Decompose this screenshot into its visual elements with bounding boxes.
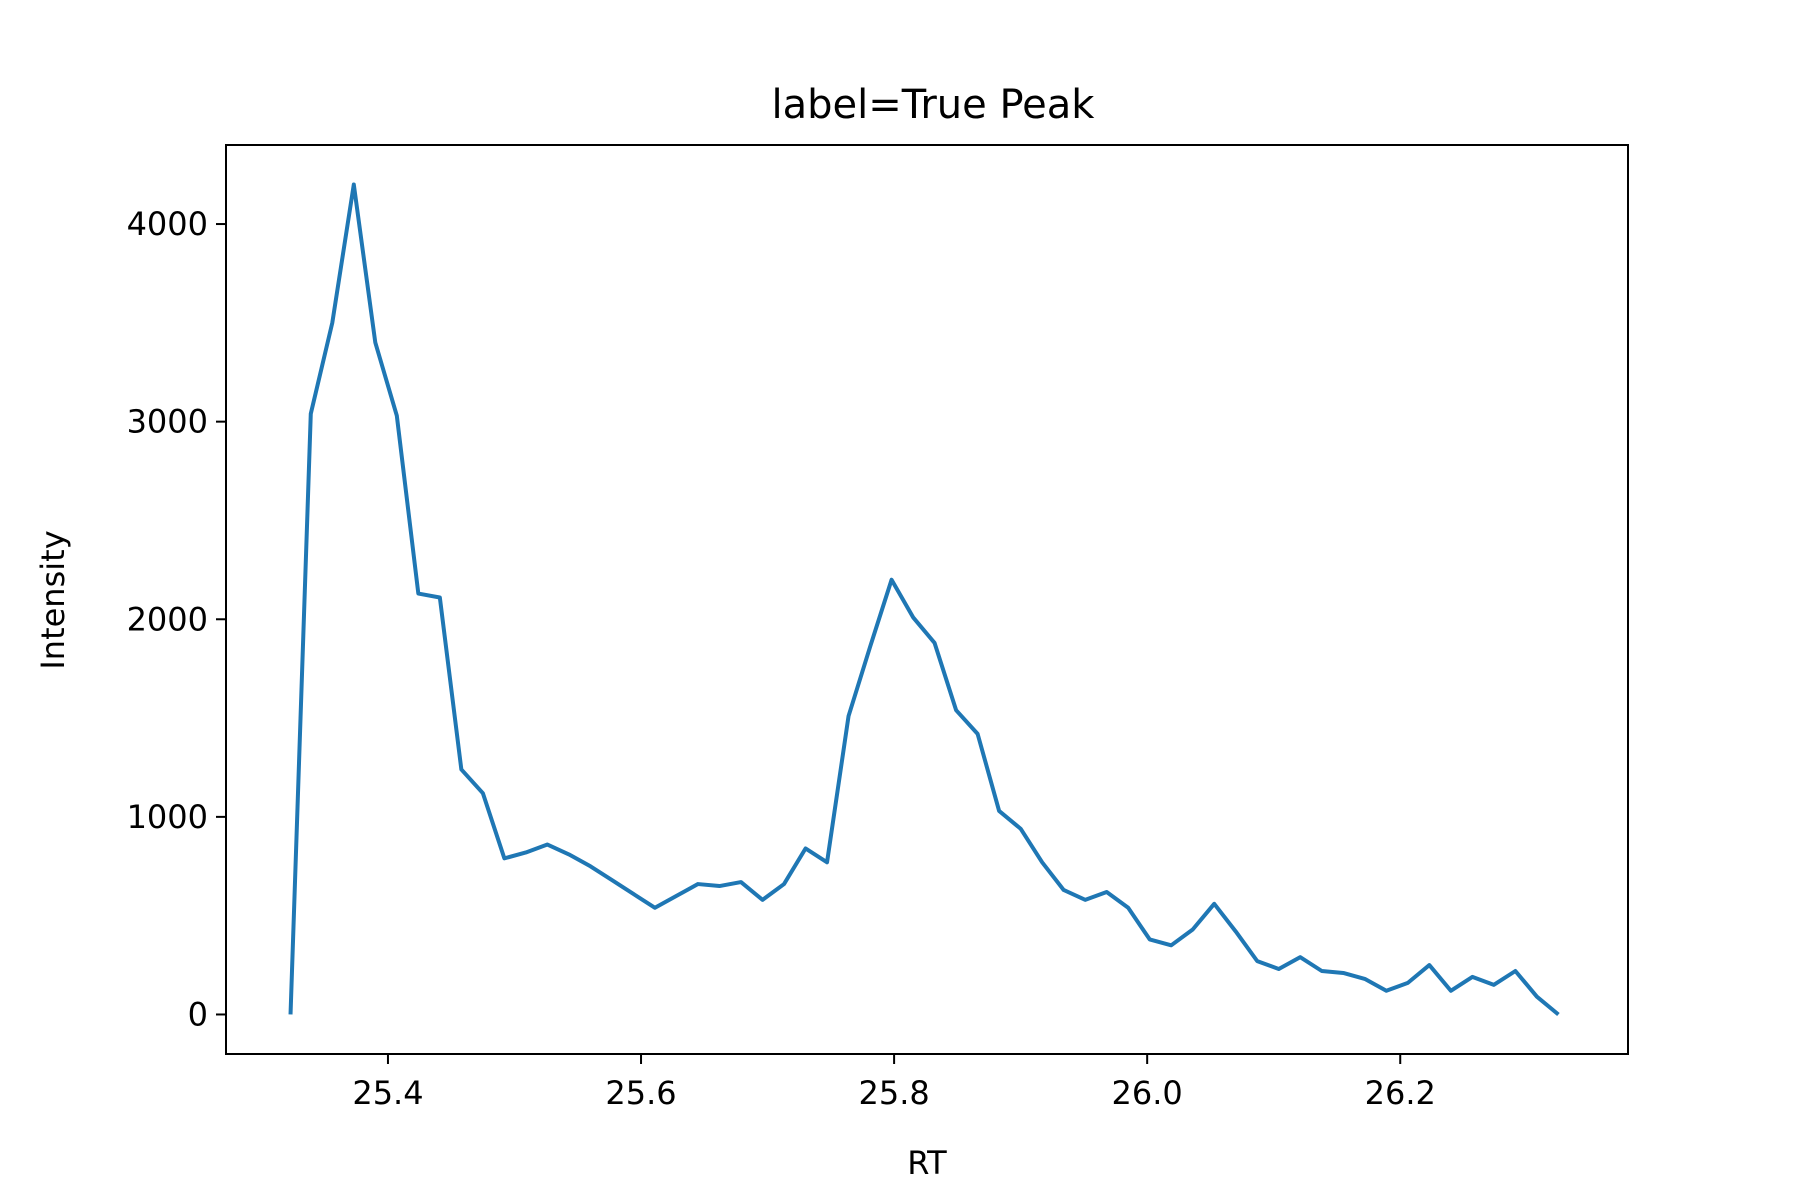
y-tick-label: 4000 [127,205,208,243]
y-tick-label: 2000 [127,600,208,638]
x-axis-label: RT [907,1144,947,1182]
x-tick-label: 25.8 [858,1074,929,1112]
y-tick-label: 1000 [127,798,208,836]
plot-frame [225,144,1629,1055]
plot-area [288,182,1560,1017]
x-tick-label: 26.2 [1365,1074,1436,1112]
x-axis: 25.4 25.6 25.8 26.0 26.2 [352,1054,1436,1112]
y-axis: 0 1000 2000 3000 4000 [127,205,226,1033]
y-tick-label: 0 [188,995,208,1033]
x-tick-label: 25.6 [605,1074,676,1112]
y-tick-label: 3000 [127,403,208,441]
y-axis-label: Intensity [34,530,72,669]
series-line [288,182,1560,1017]
x-tick-label: 25.4 [352,1074,423,1112]
chart-title: label=True Peak [772,82,1096,128]
x-tick-label: 26.0 [1112,1074,1183,1112]
